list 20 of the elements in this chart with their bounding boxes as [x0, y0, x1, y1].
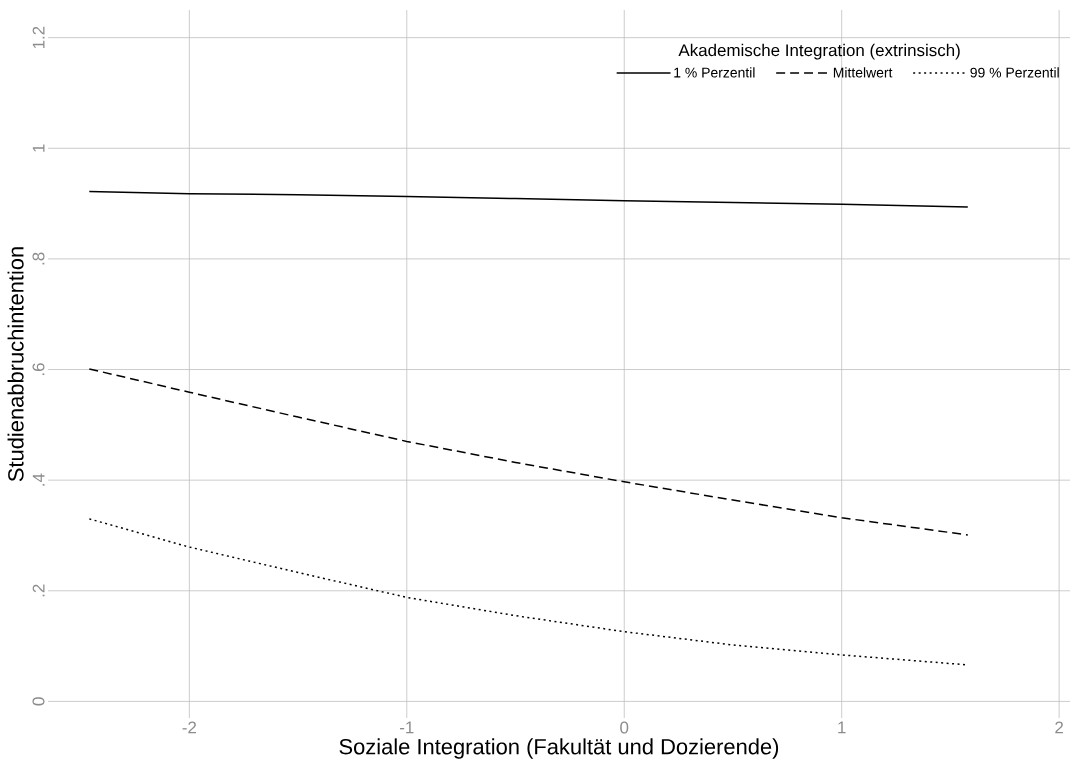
y-tick-label: 1 — [32, 144, 45, 152]
legend-label: Mittelwert — [833, 67, 893, 78]
x-tick-label: -2 — [182, 721, 197, 734]
legend-label: 99 % Perzentil — [970, 67, 1059, 78]
line-series — [88, 368, 969, 536]
y-tick-label: 0 — [32, 697, 45, 706]
x-tick-label: -1 — [400, 721, 414, 734]
x-tick-label: 1 — [838, 721, 846, 734]
y-axis-title: Studienabbruchintention — [7, 247, 24, 482]
x-tick-label: 2 — [1055, 721, 1063, 734]
x-tick-label: 0 — [620, 721, 629, 734]
legend-title: Akademische Integration (extrinsisch) — [678, 43, 960, 60]
y-tick-label: .6 — [32, 363, 45, 376]
y-tick-label: .2 — [32, 584, 45, 597]
legend-label: 1 % Perzentil — [674, 67, 755, 78]
line-series — [88, 190, 969, 208]
y-tick-label: .4 — [32, 473, 45, 486]
y-tick-label: .8 — [32, 252, 45, 265]
y-tick-label: 1.2 — [32, 26, 45, 49]
x-axis-title: Soziale Integration (Fakultät und Dozierende) — [339, 738, 779, 759]
